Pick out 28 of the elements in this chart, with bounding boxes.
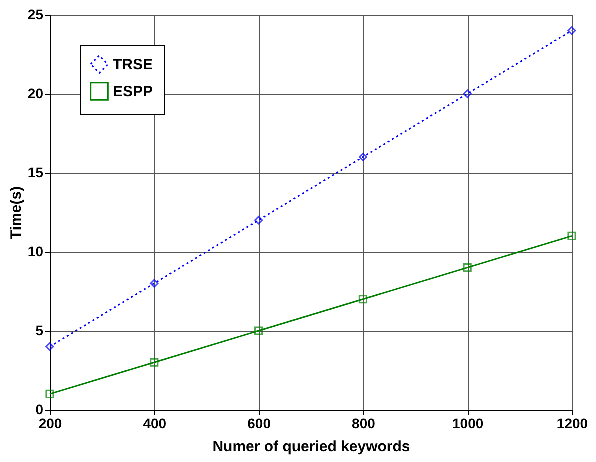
x-tick-label: 800 — [352, 416, 376, 432]
y-tick-label: 5 — [36, 322, 44, 338]
x-tick-label: 1000 — [452, 416, 484, 432]
y-tick-label: 25 — [28, 6, 44, 22]
point — [358, 295, 368, 304]
point — [358, 152, 368, 162]
x-tick-label: 1200 — [556, 416, 588, 432]
legend-label: ESPP — [113, 84, 154, 100]
point — [568, 232, 576, 240]
point — [463, 264, 472, 272]
y-tick-label: 20 — [28, 86, 44, 102]
point — [463, 90, 472, 98]
point — [568, 26, 576, 36]
point — [46, 390, 54, 398]
legend-label: TRSE — [113, 56, 154, 74]
x-tick-label: 200 — [38, 416, 62, 432]
y-tick-label: 10 — [28, 244, 44, 260]
x-tick-label: 600 — [248, 416, 272, 432]
point — [150, 358, 159, 367]
y-tick-label: 0 — [36, 402, 44, 418]
point — [254, 216, 264, 225]
point — [254, 326, 264, 336]
point — [46, 342, 54, 352]
y-tick-label: 15 — [28, 164, 44, 180]
point — [150, 279, 159, 288]
x-axis-title: Numer of queried keywords — [212, 438, 410, 456]
y-axis-title: Time(s) — [8, 186, 25, 240]
x-tick-label: 400 — [143, 416, 167, 432]
